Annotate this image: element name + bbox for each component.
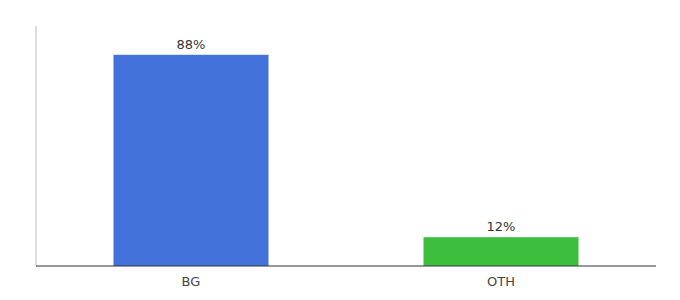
y-axis-line (36, 26, 37, 266)
x-axis-line (36, 266, 656, 267)
bars (114, 55, 579, 266)
bar (114, 55, 269, 266)
data-label: 88% (177, 37, 206, 52)
x-tick-label: BG (182, 274, 201, 289)
x-tick-label: OTH (487, 274, 515, 289)
data-label: 12% (487, 219, 516, 234)
bar (424, 237, 579, 266)
chart: BG OTH 88% 12% (0, 0, 680, 300)
